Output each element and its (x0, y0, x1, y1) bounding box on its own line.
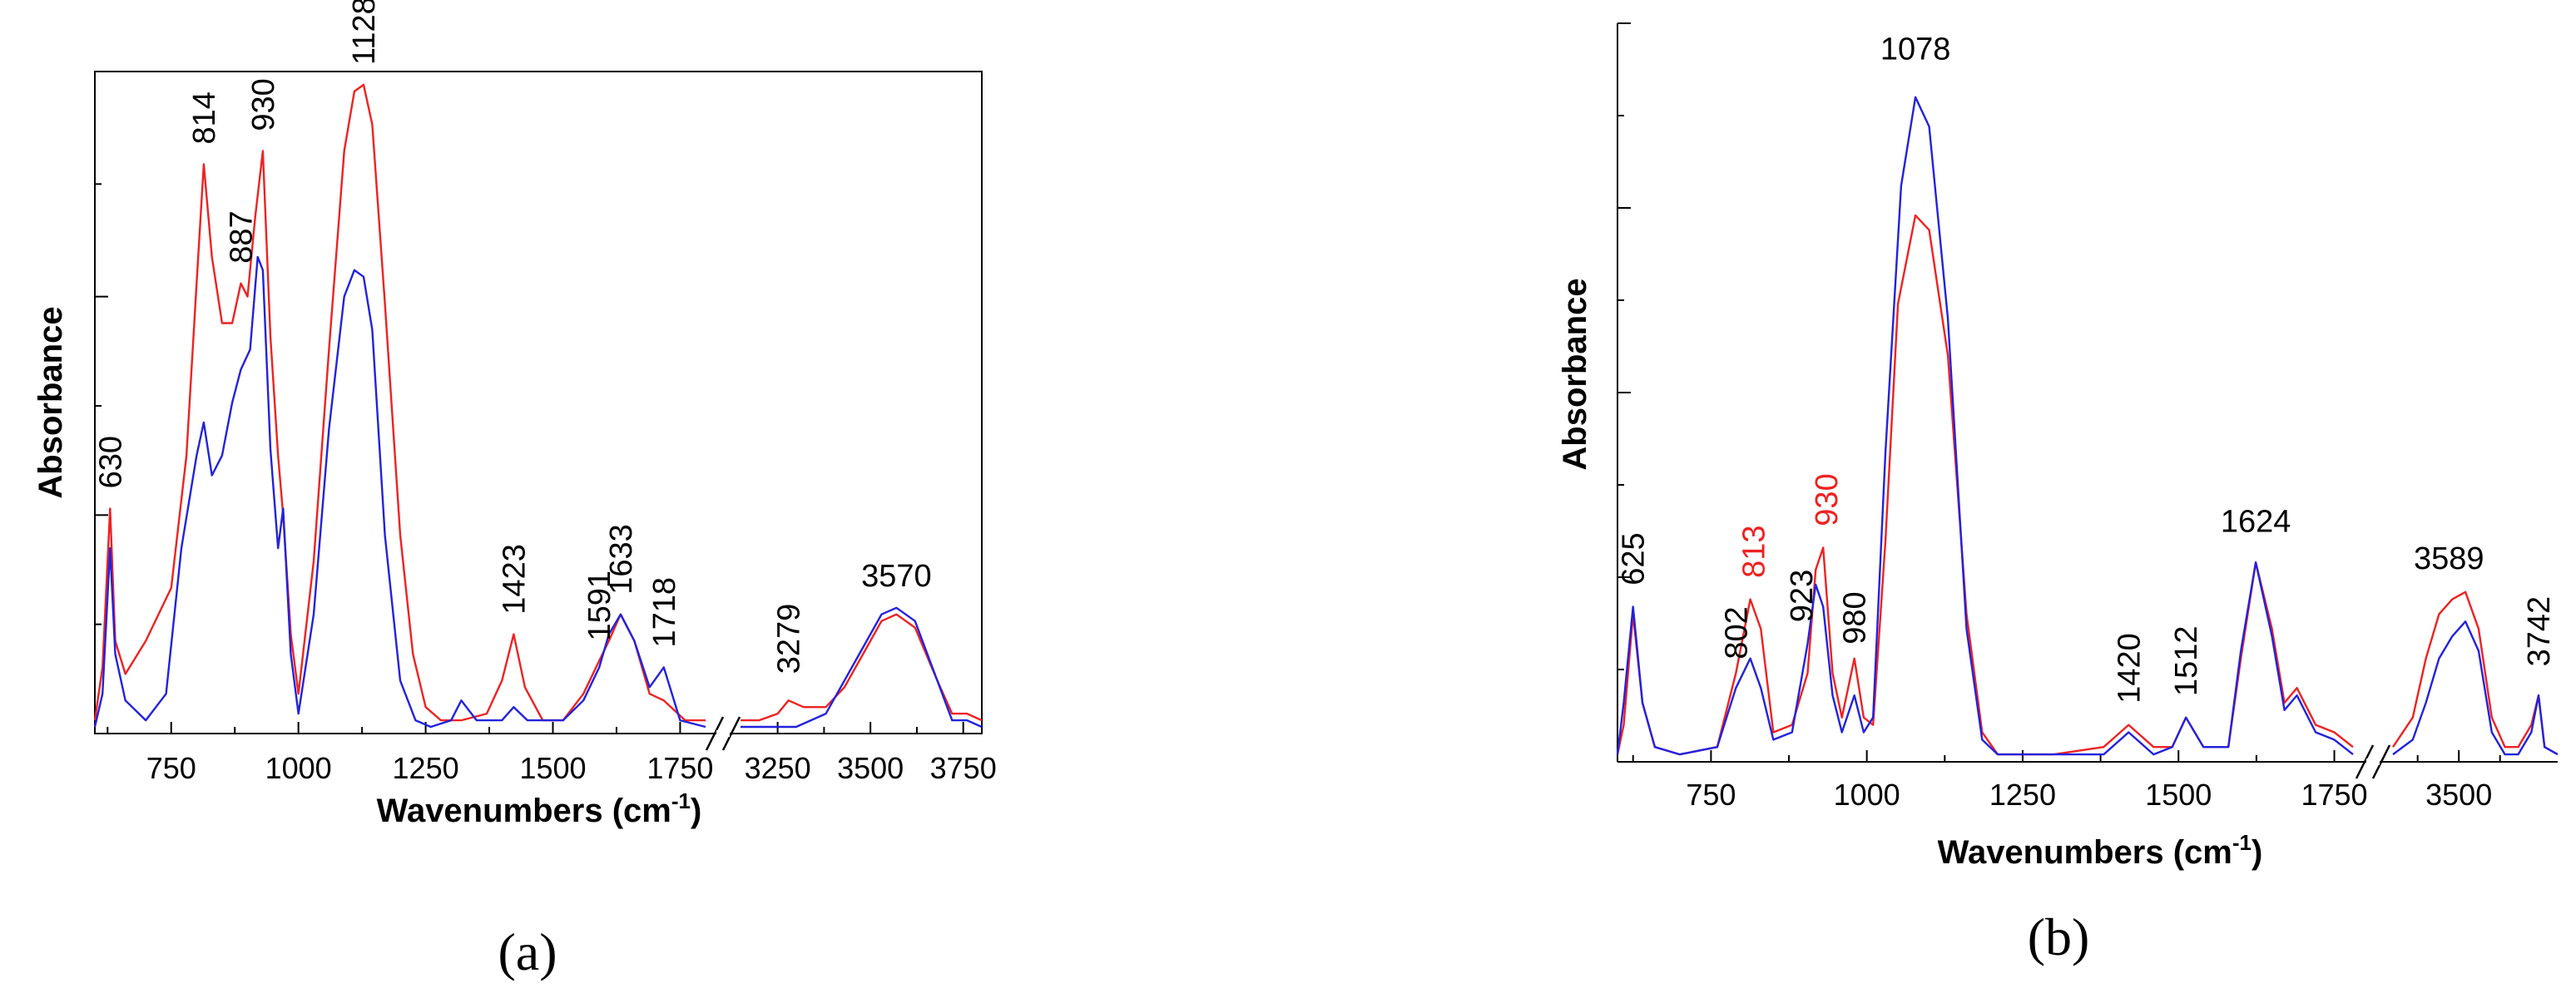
peak-label: 887 (225, 210, 260, 263)
peak-label: 1078 (1880, 32, 1951, 67)
x-tick-label: 1250 (1989, 778, 2056, 812)
series-line-red (93, 83, 706, 722)
axis-break-mark (2355, 744, 2375, 779)
chart-a-plot-frame (94, 71, 983, 734)
x-tick-label: 1750 (2301, 778, 2367, 812)
chart-a-ticks (95, 71, 964, 734)
series-line-blue (93, 255, 706, 729)
x-tick-label: 1000 (265, 751, 332, 785)
x-tick-label: 3500 (2425, 778, 2492, 812)
peak-label: 625 (1617, 532, 1652, 585)
peak-label: 1633 (604, 524, 639, 595)
x-tick-label: 1000 (1834, 778, 1900, 812)
peak-label: 1512 (2169, 625, 2204, 696)
chart-b-x-axis-title: Wavenumbers (cm-1) (1938, 830, 2263, 871)
axis-break-mark (2371, 744, 2391, 779)
x-tick-label: 3500 (837, 751, 904, 785)
peak-label: 802 (1719, 606, 1754, 659)
peak-label: 3742 (2522, 596, 2557, 667)
chart-a-series (93, 83, 983, 729)
chart-b: 625 802 813 923 930 980 1078 1420 1512 1624 3589 37… (1557, 22, 2559, 966)
series-line-blue (741, 606, 983, 729)
peak-label: 1591 (582, 571, 617, 641)
peak-label: 3589 (2414, 541, 2484, 576)
chart-b-axis-break (2355, 744, 2391, 779)
chart-a-panel-label: (a) (498, 922, 557, 981)
series-line-blue (2392, 620, 2559, 756)
chart-b-annotations: 625 802 813 923 930 980 1078 1420 1512 1624 3589 37… (1617, 32, 2557, 704)
x-tick-label: 1250 (393, 751, 459, 785)
chart-a-x-axis-title: Wavenumbers (cm-1) (377, 788, 702, 829)
axis-break-gap (716, 730, 730, 737)
x-tick-label: 1500 (2145, 778, 2212, 812)
x-tick-label: 3750 (930, 751, 997, 785)
peak-label: 1420 (2112, 633, 2147, 704)
axis-break-mark (705, 716, 725, 751)
peak-label: 1718 (647, 577, 682, 648)
peak-label: 630 (93, 436, 128, 488)
series-line-red (1616, 214, 2354, 756)
peak-label: 930 (1810, 473, 1845, 526)
chart-b-panel-label: (b) (2028, 907, 2090, 966)
chart-a-x-tick-labels: 750 1000 1250 1500 1750 3250 3500 3750 (146, 751, 997, 785)
peak-label: 930 (246, 78, 281, 131)
peak-label: 1423 (497, 544, 532, 615)
chart-b-x-tick-labels: 750 1000 1250 1500 1750 3500 (1686, 778, 2492, 812)
peak-label: 3570 (861, 559, 932, 594)
chart-a-axis-break (705, 716, 741, 751)
chart-b-series (1616, 96, 2559, 756)
peak-label: 1128 (347, 0, 382, 65)
x-tick-label: 1750 (646, 751, 713, 785)
peak-label: 814 (187, 91, 222, 144)
peak-label: 980 (1838, 591, 1873, 644)
chart-a-y-axis-title: Absorbance (32, 306, 69, 498)
series-line-red (741, 613, 983, 722)
x-tick-label: 3250 (745, 751, 811, 785)
peak-label: 813 (1736, 525, 1771, 577)
axis-break-mark (721, 716, 741, 751)
peak-label: 923 (1785, 570, 1820, 622)
chart-b-y-axis-title: Absorbance (1557, 278, 1593, 470)
x-tick-label: 750 (1686, 778, 1736, 812)
axis-break-gap (2366, 758, 2380, 765)
peak-label: 3279 (772, 604, 807, 674)
x-tick-label: 1500 (519, 751, 586, 785)
chart-b-ticks (1617, 22, 2501, 762)
x-tick-label: 750 (146, 751, 196, 785)
series-line-blue (1616, 96, 2354, 756)
peak-label: 1624 (2221, 505, 2291, 540)
